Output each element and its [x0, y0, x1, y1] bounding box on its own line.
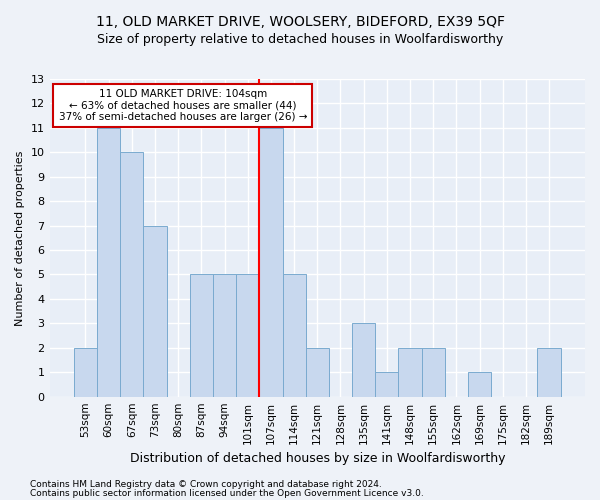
Bar	[236, 274, 259, 396]
Bar	[213, 274, 236, 396]
Text: 11, OLD MARKET DRIVE, WOOLSERY, BIDEFORD, EX39 5QF: 11, OLD MARKET DRIVE, WOOLSERY, BIDEFORD…	[95, 15, 505, 29]
Bar	[398, 348, 422, 397]
Bar	[120, 152, 143, 396]
X-axis label: Distribution of detached houses by size in Woolfardisworthy: Distribution of detached houses by size …	[130, 452, 505, 465]
Bar	[97, 128, 120, 396]
Text: Contains public sector information licensed under the Open Government Licence v3: Contains public sector information licen…	[30, 488, 424, 498]
Bar	[538, 348, 560, 397]
Y-axis label: Number of detached properties: Number of detached properties	[15, 150, 25, 326]
Bar	[305, 348, 329, 397]
Text: Size of property relative to detached houses in Woolfardisworthy: Size of property relative to detached ho…	[97, 32, 503, 46]
Bar	[375, 372, 398, 396]
Text: 11 OLD MARKET DRIVE: 104sqm
← 63% of detached houses are smaller (44)
37% of sem: 11 OLD MARKET DRIVE: 104sqm ← 63% of det…	[59, 89, 307, 122]
Bar	[283, 274, 305, 396]
Bar	[468, 372, 491, 396]
Bar	[74, 348, 97, 397]
Bar	[352, 324, 375, 396]
Bar	[422, 348, 445, 397]
Bar	[143, 226, 167, 396]
Bar	[259, 128, 283, 396]
Text: Contains HM Land Registry data © Crown copyright and database right 2024.: Contains HM Land Registry data © Crown c…	[30, 480, 382, 489]
Bar	[190, 274, 213, 396]
